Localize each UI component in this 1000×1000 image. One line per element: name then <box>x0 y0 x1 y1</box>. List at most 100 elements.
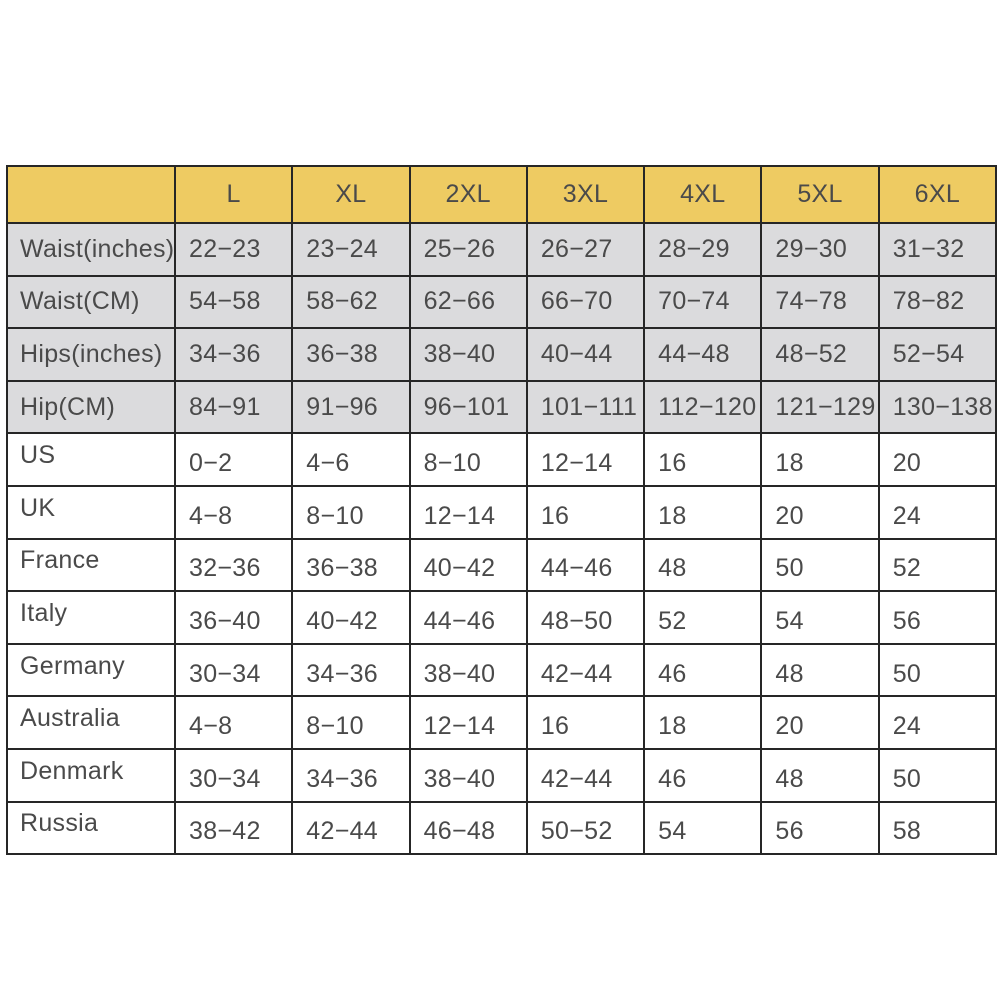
size-cell: 48−52 <box>760 327 880 382</box>
size-chart-table: L XL 2XL 3XL 4XL 5XL 6XL Waist(inches) 22−23 23−… <box>6 165 998 856</box>
row-label: France <box>6 537 176 593</box>
size-cell: 66−70 <box>525 274 646 330</box>
size-cell: 44−48 <box>643 327 763 382</box>
size-cell: 36−38 <box>291 327 411 382</box>
size-cell: 25−26 <box>408 222 528 277</box>
column-header-3xl: 3XL <box>525 165 646 224</box>
size-cell: 121−129 <box>760 379 880 435</box>
table-row-waist-inches: Waist(inches) 22−23 23−24 25−26 26−27 28−29 29… <box>6 222 998 277</box>
size-cell: 31−32 <box>877 222 998 277</box>
row-label: US <box>6 432 176 487</box>
size-cell: 24 <box>877 695 998 750</box>
size-cell: 16 <box>525 695 646 750</box>
size-cell: 70−74 <box>643 274 763 330</box>
size-cell: 96−101 <box>408 379 528 435</box>
size-cell: 42−44 <box>525 642 646 698</box>
table-row-hip-cm: Hip(CM) 84−91 91−96 96−101 101−111 112−120 121… <box>6 379 998 435</box>
size-cell: 101−111 <box>525 379 646 435</box>
size-cell: 20 <box>760 484 880 540</box>
size-cell: 91−96 <box>291 379 411 435</box>
size-cell: 26−27 <box>525 222 646 277</box>
row-label: Waist(CM) <box>6 274 176 330</box>
size-cell: 4−6 <box>291 432 411 487</box>
table-row-australia: Australia 4−8 8−10 12−14 16 18 20 24 <box>6 695 998 750</box>
size-cell: 62−66 <box>408 274 528 330</box>
row-label: UK <box>6 484 176 540</box>
size-cell: 54 <box>643 800 763 856</box>
table-row-hips-inches: Hips(inches) 34−36 36−38 38−40 40−44 44−48 48−… <box>6 327 998 382</box>
header-row: L XL 2XL 3XL 4XL 5XL 6XL <box>6 165 998 224</box>
size-cell: 29−30 <box>760 222 880 277</box>
size-cell: 12−14 <box>408 695 528 750</box>
size-cell: 56 <box>877 590 998 645</box>
size-cell: 34−36 <box>291 747 411 803</box>
size-cell: 8−10 <box>291 695 411 750</box>
table-row-uk: UK 4−8 8−10 12−14 16 18 20 24 <box>6 484 998 540</box>
table-row-germany: Germany 30−34 34−36 38−40 42−44 46 48 50 <box>6 642 998 698</box>
size-cell: 56 <box>760 800 880 856</box>
size-cell: 38−40 <box>408 642 528 698</box>
size-cell: 18 <box>760 432 880 487</box>
column-header-xl: XL <box>291 165 411 224</box>
size-cell: 52 <box>643 590 763 645</box>
size-cell: 34−36 <box>173 327 294 382</box>
table-row-france: France 32−36 36−38 40−42 44−46 48 50 52 <box>6 537 998 593</box>
size-cell: 18 <box>643 484 763 540</box>
size-cell: 38−40 <box>408 327 528 382</box>
size-cell: 36−38 <box>291 537 411 593</box>
size-cell: 28−29 <box>643 222 763 277</box>
size-cell: 46 <box>643 642 763 698</box>
size-cell: 54−58 <box>173 274 294 330</box>
size-cell: 52−54 <box>877 327 998 382</box>
size-cell: 84−91 <box>173 379 294 435</box>
size-cell: 78−82 <box>877 274 998 330</box>
size-cell: 0−2 <box>173 432 294 487</box>
column-header-6xl: 6XL <box>877 165 998 224</box>
size-cell: 16 <box>525 484 646 540</box>
size-cell: 40−42 <box>291 590 411 645</box>
size-cell: 38−42 <box>173 800 294 856</box>
size-cell: 54 <box>760 590 880 645</box>
row-label: Hips(inches) <box>6 327 176 382</box>
size-chart-header: L XL 2XL 3XL 4XL 5XL 6XL <box>6 165 998 224</box>
size-cell: 38−40 <box>408 747 528 803</box>
size-cell: 42−44 <box>525 747 646 803</box>
size-cell: 30−34 <box>173 747 294 803</box>
size-cell: 34−36 <box>291 642 411 698</box>
size-cell: 12−14 <box>525 432 646 487</box>
row-label: Waist(inches) <box>6 222 176 277</box>
row-label: Germany <box>6 642 176 698</box>
row-label: Russia <box>6 800 176 856</box>
size-cell: 50 <box>877 642 998 698</box>
row-label: Italy <box>6 590 176 645</box>
table-row-denmark: Denmark 30−34 34−36 38−40 42−44 46 48 50 <box>6 747 998 803</box>
size-cell: 16 <box>643 432 763 487</box>
row-label: Hip(CM) <box>6 379 176 435</box>
corner-cell <box>6 165 176 224</box>
table-row-waist-cm: Waist(CM) 54−58 58−62 62−66 66−70 70−74 74−78 7… <box>6 274 998 330</box>
size-cell: 40−44 <box>525 327 646 382</box>
row-label: Australia <box>6 695 176 750</box>
size-cell: 12−14 <box>408 484 528 540</box>
size-cell: 40−42 <box>408 537 528 593</box>
column-header-l: L <box>173 165 294 224</box>
size-cell: 74−78 <box>760 274 880 330</box>
size-cell: 48 <box>643 537 763 593</box>
size-cell: 50 <box>760 537 880 593</box>
size-chart-body: Waist(inches) 22−23 23−24 25−26 26−27 28−29 29… <box>6 222 998 856</box>
size-cell: 4−8 <box>173 695 294 750</box>
size-cell: 24 <box>877 484 998 540</box>
table-row-us: US 0−2 4−6 8−10 12−14 16 18 20 <box>6 432 998 487</box>
size-cell: 58−62 <box>291 274 411 330</box>
size-cell: 52 <box>877 537 998 593</box>
size-cell: 50 <box>877 747 998 803</box>
size-cell: 23−24 <box>291 222 411 277</box>
size-cell: 44−46 <box>525 537 646 593</box>
size-cell: 50−52 <box>525 800 646 856</box>
size-cell: 22−23 <box>173 222 294 277</box>
size-cell: 8−10 <box>408 432 528 487</box>
table-row-italy: Italy 36−40 40−42 44−46 48−50 52 54 56 <box>6 590 998 645</box>
size-cell: 8−10 <box>291 484 411 540</box>
size-cell: 18 <box>643 695 763 750</box>
